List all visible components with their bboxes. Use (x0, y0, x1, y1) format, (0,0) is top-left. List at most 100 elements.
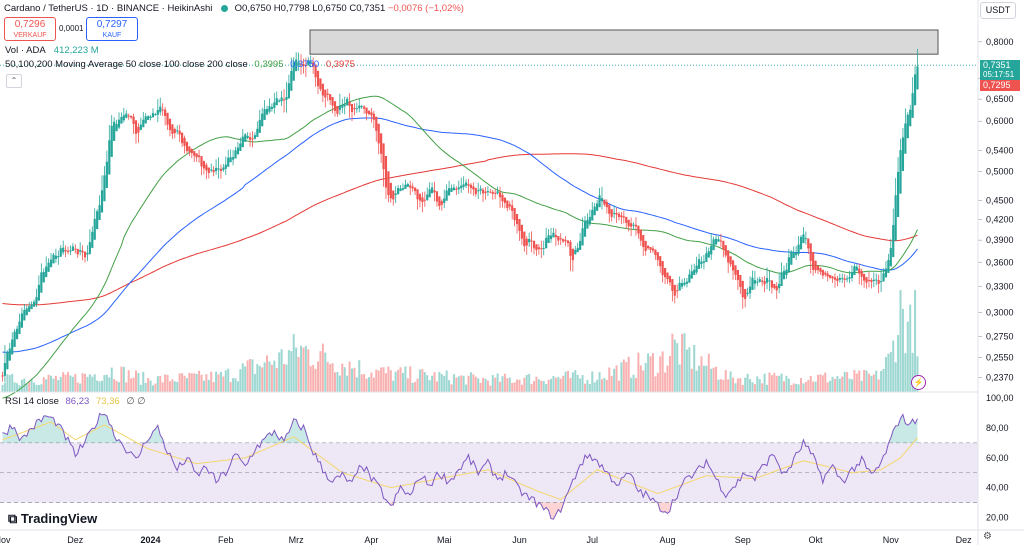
candle-body[interactable] (435, 191, 439, 202)
candle-body[interactable] (559, 238, 562, 240)
candle-body[interactable] (3, 363, 7, 376)
candle-body[interactable] (867, 279, 871, 281)
candle-body[interactable] (20, 313, 24, 328)
candle-body[interactable] (695, 265, 698, 273)
candle-body[interactable] (219, 168, 223, 171)
candle-body[interactable] (416, 189, 419, 200)
candle-body[interactable] (634, 224, 638, 227)
candle-body[interactable] (843, 278, 846, 280)
candle-body[interactable] (841, 278, 844, 280)
currency-selector[interactable]: USDT (980, 2, 1016, 19)
candle-body[interactable] (646, 245, 650, 249)
candle-body[interactable] (605, 202, 608, 208)
candle-body[interactable] (341, 104, 344, 108)
candle-body[interactable] (421, 197, 424, 203)
candle-body[interactable] (877, 279, 880, 284)
candle-body[interactable] (748, 286, 752, 294)
candle-body[interactable] (105, 161, 108, 188)
candle-body[interactable] (593, 206, 596, 216)
candle-body[interactable] (331, 97, 334, 106)
candle-body[interactable] (836, 278, 839, 282)
candle-body[interactable] (285, 97, 288, 100)
candle-body[interactable] (625, 216, 628, 223)
candle-body[interactable] (188, 146, 191, 152)
candle-body[interactable] (542, 247, 545, 249)
candle-body[interactable] (816, 265, 820, 271)
candle-body[interactable] (168, 118, 172, 131)
candle-body[interactable] (81, 250, 84, 253)
candle-body[interactable] (263, 108, 266, 120)
lightning-icon[interactable]: ⚡ (911, 375, 926, 390)
candle-body[interactable] (906, 114, 909, 139)
candle-body[interactable] (312, 62, 315, 67)
candle-body[interactable] (620, 215, 623, 218)
candle-body[interactable] (540, 248, 543, 250)
candle-body[interactable] (761, 280, 764, 282)
candle-body[interactable] (18, 321, 21, 334)
candle-body[interactable] (54, 255, 57, 259)
candle-body[interactable] (397, 188, 400, 195)
candle-body[interactable] (297, 62, 300, 66)
candle-body[interactable] (858, 268, 861, 274)
candle-body[interactable] (824, 272, 827, 275)
candle-body[interactable] (804, 238, 807, 240)
candle-body[interactable] (278, 100, 281, 102)
candle-body[interactable] (627, 219, 630, 227)
candle-body[interactable] (710, 245, 713, 255)
candle-body[interactable] (329, 94, 332, 101)
candle-body[interactable] (130, 115, 133, 118)
candle-body[interactable] (71, 246, 74, 251)
candle-body[interactable] (127, 115, 130, 117)
candle-body[interactable] (295, 59, 298, 72)
candle-body[interactable] (69, 250, 72, 252)
candle-body[interactable] (430, 187, 434, 194)
candle-body[interactable] (731, 260, 735, 271)
candle-body[interactable] (879, 281, 883, 283)
candle-body[interactable] (98, 205, 101, 221)
candle-body[interactable] (91, 231, 94, 248)
volume-legend[interactable]: Vol · ADA 412,223 M (5, 45, 99, 56)
candle-body[interactable] (819, 267, 822, 272)
candle-body[interactable] (445, 190, 448, 201)
candle-body[interactable] (64, 250, 67, 252)
candle-body[interactable] (45, 266, 48, 278)
candle-body[interactable] (457, 187, 460, 190)
candle-body[interactable] (79, 250, 82, 252)
candle-body[interactable] (8, 348, 11, 361)
candle-body[interactable] (882, 273, 885, 282)
candle-body[interactable] (780, 272, 783, 287)
candle-body[interactable] (93, 218, 96, 240)
candle-body[interactable] (185, 141, 189, 152)
candle-body[interactable] (792, 252, 795, 258)
candle-body[interactable] (428, 189, 431, 198)
candle-body[interactable] (348, 102, 351, 106)
candle-body[interactable] (690, 271, 693, 279)
candle-body[interactable] (622, 216, 625, 218)
candle-body[interactable] (440, 201, 443, 205)
candle-body[interactable] (57, 256, 60, 258)
candle-body[interactable] (741, 280, 744, 298)
candle-body[interactable] (778, 283, 781, 289)
candle-body[interactable] (392, 190, 395, 200)
candle-body[interactable] (574, 249, 577, 255)
candle-body[interactable] (469, 184, 473, 189)
candle-body[interactable] (375, 116, 378, 131)
candle-body[interactable] (610, 209, 613, 217)
candle-body[interactable] (758, 279, 761, 282)
candle-body[interactable] (363, 106, 366, 109)
candle-body[interactable] (47, 262, 50, 272)
candle-body[interactable] (639, 229, 642, 241)
candle-body[interactable] (299, 63, 303, 65)
candle-body[interactable] (511, 205, 514, 211)
candle-body[interactable] (384, 155, 388, 188)
candle-body[interactable] (360, 106, 363, 108)
candle-body[interactable] (450, 188, 453, 192)
candle-body[interactable] (139, 124, 142, 130)
candle-body[interactable] (248, 137, 252, 140)
candle-body[interactable] (326, 93, 329, 95)
candle-body[interactable] (287, 83, 290, 99)
candle-body[interactable] (756, 281, 759, 283)
candle-body[interactable] (171, 124, 174, 134)
candle-body[interactable] (846, 278, 849, 280)
candle-body[interactable] (200, 156, 203, 167)
